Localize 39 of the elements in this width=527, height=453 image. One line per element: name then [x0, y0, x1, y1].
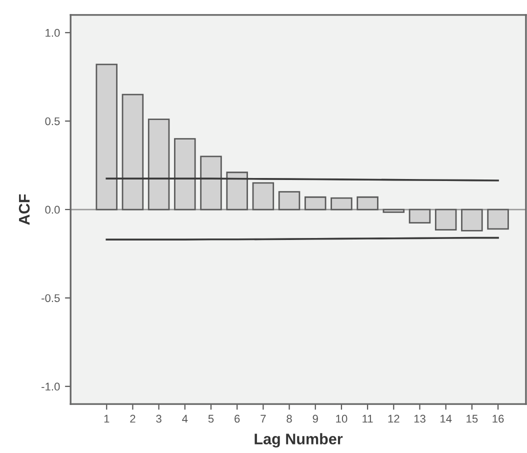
bar: [96, 64, 118, 210]
y-tick-label: 1.0: [46, 28, 60, 37]
y-tick-label: -1.0: [42, 382, 60, 391]
bar: [408, 208, 431, 224]
y-tick-label: 0.5: [45, 117, 60, 126]
x-tick-label: 4: [182, 414, 188, 423]
bar: [461, 208, 483, 232]
x-tick-label: 14: [440, 414, 452, 423]
bar: [434, 208, 457, 231]
bar: [174, 138, 196, 210]
bar: [200, 156, 222, 210]
x-tick-label: 2: [130, 414, 136, 423]
y-tick-label: 0.0: [45, 206, 60, 214]
x-tick-label: 9: [312, 414, 318, 423]
bar: [252, 182, 274, 210]
bar: [122, 94, 144, 210]
x-tick-label: 5: [208, 414, 214, 423]
bar: [304, 196, 326, 210]
bar: [148, 118, 170, 210]
x-tick-label: 1: [104, 414, 110, 423]
x-tick-label: 6: [234, 414, 240, 423]
x-tick-label: 16: [492, 414, 504, 423]
x-tick-label: 13: [414, 414, 426, 423]
bar: [487, 208, 509, 230]
x-tick-label: 10: [336, 414, 348, 423]
bar: [330, 197, 352, 210]
y-axis-title: ACF: [18, 194, 30, 225]
x-tick-label: 3: [156, 414, 162, 423]
x-tick-label: 15: [466, 414, 478, 423]
x-axis-title: Lag Number: [254, 433, 343, 448]
y-tick-label: -0.5: [42, 294, 60, 302]
x-tick-label: 12: [388, 414, 400, 423]
x-tick-label: 11: [362, 414, 373, 423]
bar: [356, 196, 378, 210]
bar: [226, 172, 248, 210]
x-tick-label: 7: [260, 414, 266, 423]
bar: [278, 191, 300, 210]
x-tick-label: 8: [286, 414, 292, 423]
bar: [382, 208, 405, 213]
